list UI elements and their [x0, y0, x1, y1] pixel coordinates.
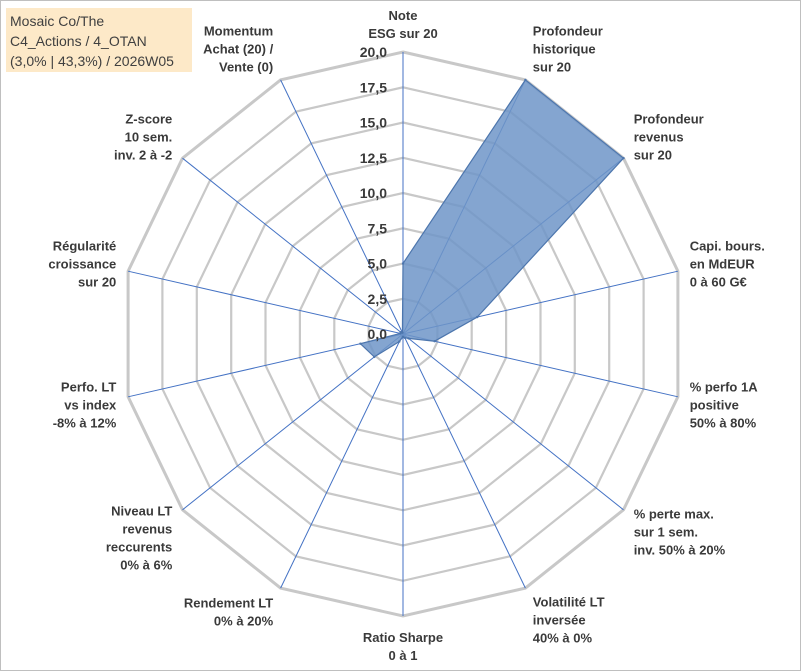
tick-label-4: 10,0	[360, 185, 387, 201]
axis-label-7: Ratio Sharpe 0 à 1	[363, 630, 443, 663]
axis-label-7-line-1: 0 à 1	[389, 648, 418, 663]
series-point-10	[359, 342, 362, 345]
axis-label-3-line-2: 0 à 60 G€	[690, 275, 747, 290]
series-point-5	[407, 337, 410, 340]
axis-label-2-line-2: sur 20	[634, 147, 672, 162]
axis-label-6-line-0: Volatilité LT	[533, 595, 605, 610]
axis-spoke-13	[280, 79, 404, 335]
axis-spoke-8	[280, 333, 404, 589]
series-point-1	[524, 78, 527, 82]
axis-spoke-10	[127, 333, 404, 398]
axis-label-3: Capi. bours. en MdEUR 0 à 60 G€	[690, 239, 765, 290]
radar-tick-labels: 0,0 2,5 5,0 7,5 10,0 12,5 15,0 17,5 20,0	[360, 44, 387, 342]
axis-label-1-line-2: sur 20	[533, 59, 571, 74]
axis-label-0-line-0: Note	[389, 8, 418, 23]
axis-label-6-line-1: inversée	[533, 613, 586, 628]
axis-label-8: Rendement LT 0% à 20%	[184, 596, 274, 629]
axis-label-2: Profondeur revenus sur 20	[634, 111, 704, 162]
axis-spoke-12	[182, 157, 404, 335]
axis-label-13-line-2: Vente (0)	[219, 59, 273, 74]
axis-label-1-line-0: Profondeur	[533, 23, 603, 38]
tick-label-0: 0,0	[368, 326, 388, 342]
axis-label-3-line-0: Capi. bours.	[690, 239, 765, 254]
series-point-7	[401, 335, 405, 338]
axis-label-7-line-0: Ratio Sharpe	[363, 630, 443, 645]
axis-spoke-9	[182, 333, 404, 511]
axis-label-0: Note ESG sur 20	[368, 8, 437, 41]
axis-label-11-line-1: croissance	[48, 257, 116, 272]
axis-label-9: Niveau LT revenus reccurents 0% à 6%	[106, 503, 173, 572]
axis-label-4-line-0: % perfo 1A	[690, 380, 759, 395]
axis-label-5-line-0: % perte max.	[634, 507, 714, 522]
tick-label-7: 17,5	[360, 79, 387, 95]
axis-label-2-line-1: revenus	[634, 129, 684, 144]
axis-spoke-5	[402, 333, 624, 511]
series-point-4	[433, 340, 436, 343]
axis-label-12-line-0: Z-score	[125, 111, 172, 126]
axis-label-5: % perte max. sur 1 sem. inv. 50% à 20%	[634, 507, 726, 558]
axis-label-6-line-2: 40% à 0%	[533, 631, 593, 646]
axis-spoke-11	[127, 270, 404, 335]
axis-label-5-line-1: sur 1 sem.	[634, 525, 698, 540]
axis-label-6: Volatilité LT inversée 40% à 0%	[533, 595, 605, 646]
axis-label-4: % perfo 1A positive 50% à 80%	[690, 380, 759, 431]
axis-label-13: Momentum Achat (20) / Vente (0)	[203, 23, 273, 74]
axis-label-3-line-1: en MdEUR	[690, 257, 756, 272]
axis-label-0-line-1: ESG sur 20	[368, 26, 437, 41]
series-area	[359, 79, 625, 358]
series-point-6	[403, 336, 406, 339]
axis-label-8-line-0: Rendement LT	[184, 596, 273, 611]
axis-label-12-line-1: 10 sem.	[125, 129, 173, 144]
axis-label-11: Régularité croissance sur 20	[48, 239, 116, 290]
axis-label-9-line-0: Niveau LT	[111, 503, 172, 518]
series-point-2	[622, 157, 625, 160]
axis-label-11-line-0: Régularité	[53, 239, 117, 254]
axis-label-12-line-2: inv. 2 à -2	[114, 147, 172, 162]
series-point-9	[373, 355, 376, 359]
tick-label-5: 12,5	[360, 150, 387, 166]
axis-label-13-line-1: Achat (20) /	[203, 41, 273, 56]
chart-title-box: Mosaic Co/The C4_Actions / 4_OTAN (3,0% …	[6, 8, 192, 72]
tick-label-8: 20,0	[360, 44, 387, 60]
axis-label-9-line-3: 0% à 6%	[120, 557, 172, 572]
axis-label-2-line-0: Profondeur	[634, 111, 704, 126]
axis-label-4-line-2: 50% à 80%	[690, 416, 757, 431]
tick-label-1: 2,5	[368, 291, 388, 307]
series-point-3	[476, 315, 479, 319]
tick-label-2: 5,0	[368, 256, 388, 272]
tick-label-3: 7,5	[368, 220, 388, 236]
tick-label-6: 15,0	[360, 115, 387, 131]
title-line-3: (3,0% | 43,3%) / 2026W05	[10, 53, 174, 69]
axis-label-1: Profondeur historique sur 20	[533, 23, 603, 74]
title-line-2: C4_Actions / 4_OTAN	[10, 33, 147, 49]
title-line-1: Mosaic Co/The	[10, 13, 105, 29]
axis-label-12: Z-score 10 sem. inv. 2 à -2	[114, 111, 172, 162]
axis-label-4-line-1: positive	[690, 398, 739, 413]
series-point-0	[401, 262, 405, 265]
axis-label-9-line-1: revenus	[122, 521, 172, 536]
axis-label-13-line-0: Momentum	[204, 23, 273, 38]
axis-label-11-line-2: sur 20	[78, 275, 116, 290]
axis-spoke-6	[402, 333, 526, 589]
axis-label-10-line-1: vs index	[64, 398, 117, 413]
axis-label-8-line-1: 0% à 20%	[214, 614, 274, 629]
series-point-13	[401, 331, 404, 334]
axis-label-1-line-1: historique	[533, 41, 596, 56]
radar-series	[359, 78, 625, 359]
axis-spoke-4	[402, 333, 679, 398]
radar-axis-labels: Note ESG sur 20 Profondeur historique sur 20…	[48, 8, 764, 663]
axis-label-5-line-2: inv. 50% à 20%	[634, 543, 726, 558]
series-point-8	[398, 340, 401, 343]
axis-label-10: Perfo. LT vs index -8% à 12%	[53, 380, 117, 431]
axis-label-10-line-0: Perfo. LT	[61, 380, 116, 395]
axis-label-9-line-2: reccurents	[106, 539, 172, 554]
axis-label-10-line-2: -8% à 12%	[53, 416, 117, 431]
